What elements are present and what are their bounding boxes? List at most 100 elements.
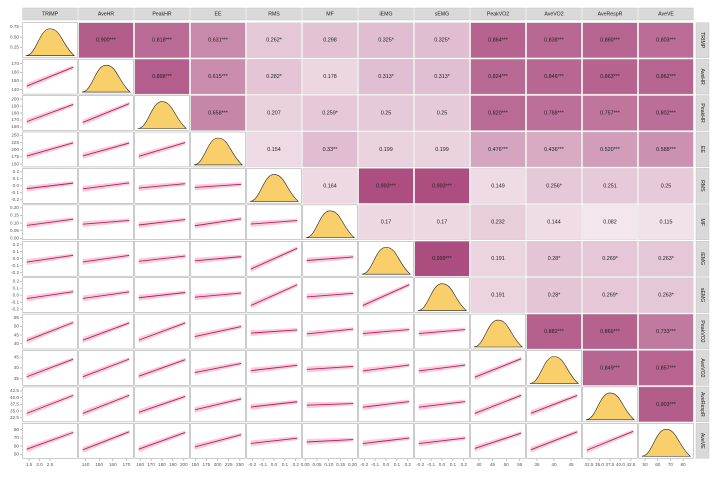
row-strip: [695, 423, 710, 459]
correlation-label: 0.588***: [656, 147, 677, 153]
correlation-label: 0.803***: [656, 38, 677, 44]
y-tick-label: 40: [14, 341, 20, 346]
correlation-label: 0.864***: [488, 38, 509, 44]
correlation-cell: [246, 131, 302, 168]
correlation-label: 0.313*: [434, 74, 450, 80]
confidence-band: [26, 217, 74, 229]
correlation-cell: [470, 95, 526, 131]
x-tick-label: 80: [681, 462, 687, 467]
regression-line: [138, 359, 186, 377]
correlation-label: 0.263*: [658, 293, 674, 299]
column-strip: [358, 7, 414, 21]
regression-line: [194, 292, 242, 298]
correlation-label: 0.251: [603, 183, 617, 189]
regression-line: [82, 142, 130, 157]
confidence-band: [250, 363, 298, 374]
correlation-label: 0.857***: [656, 365, 677, 371]
regression-line: [362, 364, 410, 372]
correlation-cell: [414, 22, 470, 58]
y-tick-label: 45: [14, 332, 20, 337]
correlation-label: 0.25: [661, 183, 672, 189]
correlation-cell: [526, 131, 582, 168]
x-tick-label: 0.1: [394, 462, 401, 467]
correlation-label: 0.788***: [544, 110, 565, 116]
correlation-cell: [638, 22, 694, 58]
x-tick-label: 70: [668, 462, 674, 467]
correlation-cell: [470, 22, 526, 58]
x-tick-label: 35: [534, 462, 540, 467]
regression-line: [82, 394, 130, 414]
regression-line: [138, 183, 186, 189]
correlation-cell: [358, 204, 414, 240]
correlation-label: 0.900***: [96, 38, 117, 44]
correlation-cell: [526, 58, 582, 95]
confidence-band: [82, 253, 130, 265]
regression-line: [82, 431, 130, 451]
x-tick-label: 40: [476, 462, 482, 467]
correlation-label: 0.207: [267, 110, 281, 116]
x-tick-label: 0.20: [348, 462, 357, 467]
regression-line: [418, 437, 466, 444]
correlation-label: 0.232: [491, 220, 505, 226]
y-tick-label: 0.2: [13, 242, 20, 247]
regression-line: [418, 401, 466, 408]
regression-line: [418, 364, 466, 372]
confidence-band: [138, 430, 186, 453]
correlation-label: 0.733***: [656, 329, 677, 335]
column-label: PeakVO2: [487, 11, 509, 17]
correlation-label: 0.199: [379, 147, 393, 153]
y-tick-label: 170: [11, 117, 19, 122]
correlation-label: 0.263*: [658, 256, 674, 262]
correlation-cell: [78, 22, 134, 58]
column-label: AveVE: [658, 11, 674, 17]
density-curve: [473, 319, 524, 348]
confidence-band: [138, 357, 186, 380]
column-strip: [414, 7, 470, 21]
correlation-cell: [190, 22, 246, 58]
correlation-cell: [638, 58, 694, 95]
column-label: MF: [326, 11, 334, 17]
row-label: MF: [699, 219, 705, 227]
row-strip: [695, 241, 710, 277]
regression-line: [194, 256, 242, 262]
regression-line: [250, 329, 298, 334]
y-tick-label: -0.2: [11, 270, 19, 275]
regression-line: [474, 432, 522, 449]
x-tick-label: 175: [203, 462, 211, 467]
correlation-cell: [582, 277, 638, 313]
regression-line: [82, 254, 130, 263]
x-tick-label: 35.0: [595, 462, 604, 467]
density-curve: [193, 137, 244, 166]
correlation-cell: [582, 241, 638, 277]
y-tick-label: 0.2: [13, 169, 20, 174]
confidence-band: [474, 393, 522, 417]
correlation-cell: [526, 168, 582, 204]
row-label: AveHR: [699, 68, 705, 85]
x-tick-label: -0.2: [360, 462, 368, 467]
y-tick-label: 70: [14, 435, 20, 440]
y-tick-label: -0.1: [11, 190, 19, 195]
correlation-cell: [414, 241, 470, 277]
x-tick-label: 0.2: [405, 462, 412, 467]
x-tick-label: 50: [643, 462, 649, 467]
y-tick-label: 50: [14, 451, 20, 456]
correlation-cell: [582, 204, 638, 240]
confidence-band: [194, 182, 242, 191]
x-tick-label: -0.1: [259, 462, 267, 467]
regression-line: [194, 434, 242, 448]
correlation-label: 0.149: [491, 183, 505, 189]
x-tick-label: 40.0: [616, 462, 625, 467]
correlation-label: 0.178: [323, 74, 337, 80]
x-tick-label: 0.05: [312, 462, 321, 467]
y-tick-label: 200: [11, 147, 19, 152]
column-strip: [22, 7, 78, 21]
confidence-band: [82, 101, 130, 126]
y-tick-label: 140: [11, 87, 19, 92]
row-strip: [695, 58, 710, 95]
x-tick-label: 0.15: [336, 462, 345, 467]
y-tick-label: 0.25: [10, 45, 19, 50]
confidence-band: [26, 102, 74, 125]
confidence-band: [418, 399, 466, 411]
confidence-band: [362, 399, 410, 411]
row-strip: [695, 22, 710, 58]
